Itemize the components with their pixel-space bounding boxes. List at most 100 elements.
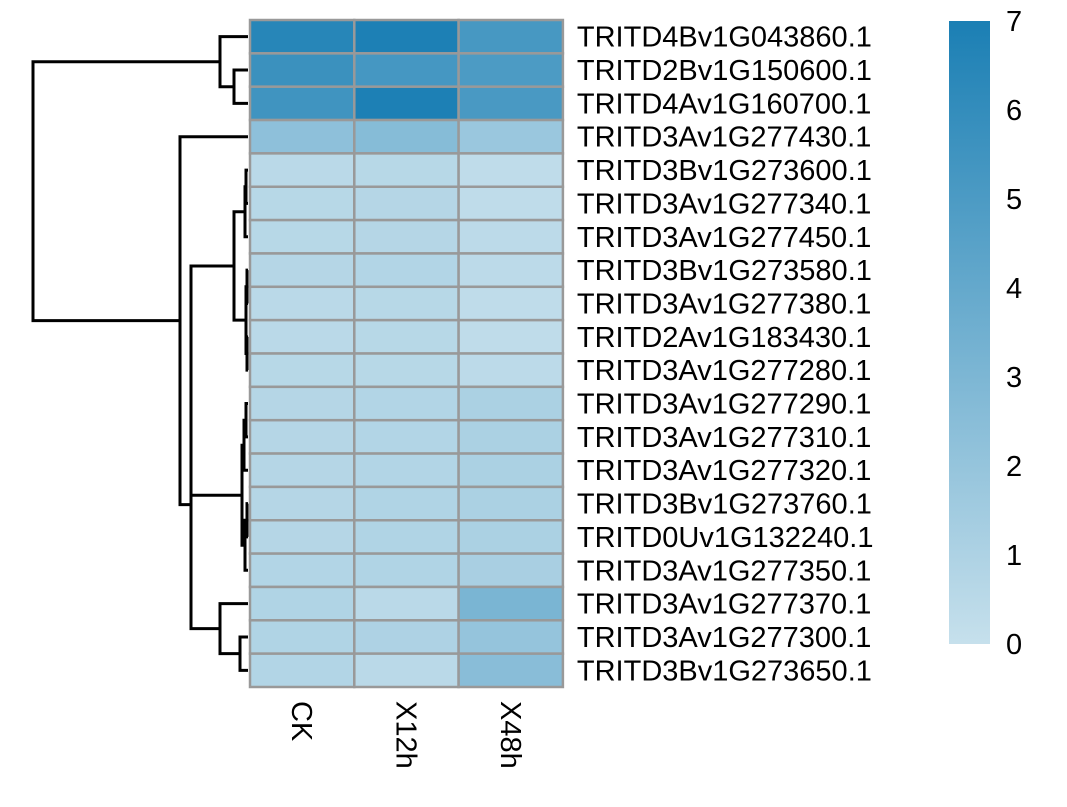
dendrogram-branch [189,380,220,631]
heatmap-cell [353,619,460,655]
dendrogram-branch [244,285,248,355]
heatmap-cell [457,318,565,355]
legend-ticks: 0 1 2 3 4 5 6 7 [1006,6,1022,661]
legend-tick-label: 7 [1006,6,1022,38]
heatmap-cell [457,485,565,522]
heatmap-cell [248,185,356,222]
dendrogram-branch [243,185,248,239]
row-label: TRITD0Uv1G132240.1 [577,522,874,554]
row-label: TRITD4Av1G160700.1 [577,88,871,120]
heatmap-cell [248,352,356,389]
legend-tick-label: 6 [1006,95,1022,127]
heatmap-cell [353,52,460,88]
heatmap-cell [457,519,565,555]
heatmap-cells [248,18,565,689]
heatmap-cell [248,585,356,622]
heatmap-cell [353,218,460,255]
heatmap-cell [457,285,565,322]
dendrogram-branch [245,502,249,539]
heatmap-cell [353,385,460,422]
legend-tick-label: 0 [1006,629,1022,661]
heatmap-cell [353,152,460,188]
row-label: TRITD2Bv1G150600.1 [577,55,872,87]
dendrogram-branch [218,602,248,656]
row-label: TRITD3Av1G277280.1 [577,355,871,387]
heatmap-cell [248,252,356,289]
heatmap-cell [248,485,356,522]
heatmap-cell [248,218,356,255]
row-label: TRITD4Bv1G043860.1 [577,22,872,54]
row-label: TRITD3Av1G277320.1 [577,455,871,487]
heatmap-cell [248,118,356,155]
column-label: CK [285,701,317,742]
heatmap-cell [457,185,565,222]
heatmap-cell [457,18,565,55]
column-label: X48h [494,701,526,769]
heatmap-cell [457,385,565,422]
heatmap-cell [457,152,565,188]
heatmap-cell [353,418,460,455]
row-labels: TRITD4Bv1G043860.1TRITD2Bv1G150600.1TRIT… [577,22,874,688]
row-label: TRITD3Bv1G273600.1 [577,155,872,187]
column-label: X12h [389,701,421,769]
heatmap-cell [353,85,460,122]
heatmap-cell [353,519,460,555]
row-label: TRITD3Av1G277450.1 [577,222,871,254]
heatmap-cell [248,452,356,489]
legend-tick-label: 3 [1006,362,1022,394]
heatmap-cell [457,52,565,88]
heatmap-cell [248,85,356,122]
row-label: TRITD3Av1G277430.1 [577,122,871,154]
heatmap-cell [248,552,356,589]
heatmap-cell [353,585,460,622]
heatmap-cell [248,18,356,55]
row-label: TRITD3Bv1G273580.1 [577,255,872,287]
legend-tick-label: 5 [1006,184,1022,216]
heatmap-cell [248,318,356,355]
heatmap-cell [248,152,356,188]
heatmap-cell [457,552,565,589]
row-label: TRITD2Av1G183430.1 [577,322,871,354]
dendrogram-branch [238,635,248,672]
heatmap-cell [353,452,460,489]
row-label: TRITD3Av1G277370.1 [577,589,871,621]
row-label: TRITD3Av1G277300.1 [577,622,871,654]
heatmap-cell [457,418,565,455]
heatmap-cell [248,285,356,322]
row-label: TRITD3Bv1G273650.1 [577,655,872,687]
heatmap-cell [353,185,460,222]
heatmap-cell [248,418,356,455]
row-dendrogram [31,35,249,672]
heatmap-cell [353,652,460,689]
heatmap-cell [457,452,565,489]
column-labels: CK X12h X48h [285,701,526,769]
legend-tick-label: 1 [1006,540,1022,572]
heatmap-cell [353,285,460,322]
color-legend: 0 1 2 3 4 5 6 7 [949,6,1022,661]
dendrogram-branch [232,68,248,105]
heatmap-cell [248,519,356,555]
row-label: TRITD3Av1G277290.1 [577,389,871,421]
dendrogram-branch [31,60,220,323]
row-label: TRITD3Av1G277350.1 [577,555,871,587]
legend-tick-label: 4 [1006,273,1022,305]
row-label: TRITD3Av1G277310.1 [577,422,871,454]
heatmap-cell [353,552,460,589]
legend-tick-label: 2 [1006,451,1022,483]
heatmap-cell [353,18,460,55]
heatmap-cell [457,252,565,289]
heatmap-cell [353,318,460,355]
heatmap-cell [457,85,565,122]
heatmap-cell [353,252,460,289]
heatmap-cell [457,218,565,255]
row-label: TRITD3Av1G277340.1 [577,188,871,220]
heatmap-cell [248,652,356,689]
row-label: TRITD3Bv1G273760.1 [577,489,872,521]
heatmap-cell [248,385,356,422]
heatmap-cell [457,619,565,655]
dendrogram-branch [244,402,248,439]
heatmap-cell [353,118,460,155]
heatmap-cell [353,352,460,389]
heatmap-cell [457,118,565,155]
